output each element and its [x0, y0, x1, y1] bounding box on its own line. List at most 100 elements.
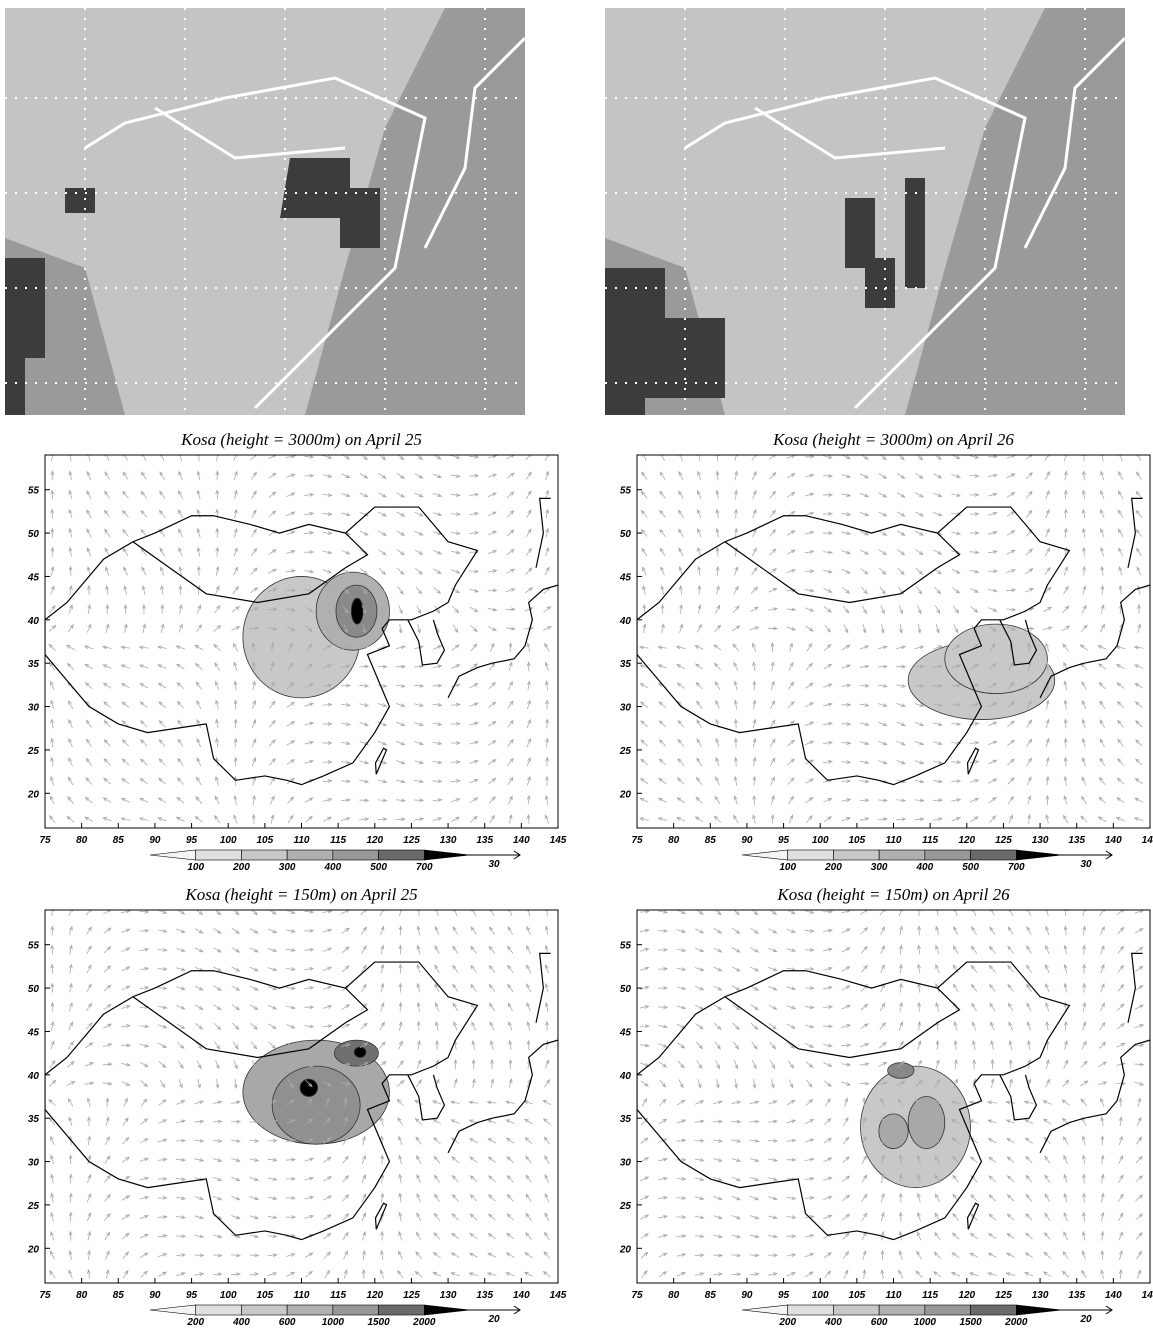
y-tick-label: 35: [28, 659, 40, 670]
colorbar-label: 1000: [914, 1317, 937, 1328]
colorbar-cell: [742, 1305, 788, 1315]
x-tick-label: 75: [631, 1290, 643, 1301]
y-tick-label: 30: [28, 703, 40, 714]
x-tick-label: 75: [39, 1290, 51, 1301]
colorbar-cell: [241, 850, 287, 860]
x-tick-label: 80: [668, 1290, 680, 1301]
panel-title: Kosa (height = 150m) on April 25: [184, 885, 417, 904]
y-tick-label: 25: [27, 1201, 40, 1212]
x-tick-label: 95: [778, 1290, 790, 1301]
y-tick-label: 25: [27, 746, 40, 757]
y-tick-label: 50: [620, 984, 632, 995]
x-tick-label: 140: [1105, 1290, 1122, 1301]
colorbar-cell: [1016, 850, 1062, 860]
vector-scale-arrow: [1058, 1306, 1112, 1314]
y-tick-label: 50: [28, 984, 40, 995]
colorbar-cell: [241, 1305, 287, 1315]
x-tick-label: 85: [113, 1290, 125, 1301]
vector-scale-label: 20: [1079, 1314, 1092, 1325]
y-tick-label: 40: [619, 1071, 632, 1082]
x-tick-label: 130: [440, 835, 457, 846]
concentration-contour: [354, 1047, 366, 1057]
map-area: [45, 907, 558, 1279]
x-tick-label: 145: [1142, 1290, 1153, 1301]
x-tick-label: 135: [476, 835, 493, 846]
x-tick-label: 125: [995, 1290, 1012, 1301]
colorbar-label: 400: [324, 862, 342, 873]
colorbar-label: 300: [279, 862, 296, 873]
vector-scale-label: 30: [1080, 859, 1092, 870]
satellite-image: [5, 8, 525, 415]
y-tick-label: 45: [619, 1027, 632, 1038]
colorbar-label: 500: [370, 862, 387, 873]
map-frame: [637, 455, 1150, 828]
colorbar-cell: [1016, 1305, 1062, 1315]
concentration-contour: [300, 1079, 318, 1096]
y-tick-label: 45: [619, 572, 632, 583]
y-tick-label: 50: [28, 529, 40, 540]
x-tick-label: 115: [922, 1290, 938, 1301]
y-tick-label: 40: [619, 616, 632, 627]
colorbar-label: 600: [871, 1317, 888, 1328]
colorbar-label: 600: [279, 1317, 296, 1328]
y-tick-label: 30: [620, 703, 632, 714]
x-tick-label: 75: [39, 835, 51, 846]
x-tick-label: 135: [476, 1290, 493, 1301]
y-tick-label: 30: [28, 1158, 40, 1169]
x-tick-label: 85: [113, 835, 125, 846]
colorbar-label: 200: [778, 1317, 796, 1328]
x-tick-label: 100: [812, 835, 829, 846]
coastline: [637, 498, 1150, 784]
map-area: [45, 452, 558, 824]
x-tick-label: 100: [220, 835, 237, 846]
figure: Kosa (height = 3000m) on April 25 75 80 85 9…: [0, 0, 1153, 1331]
colorbar-cell: [287, 850, 333, 860]
x-tick-label: 100: [220, 1290, 237, 1301]
x-tick-label: 115: [330, 1290, 346, 1301]
colorbar-cell: [379, 850, 425, 860]
map-area: [637, 452, 1150, 824]
page: Kosa (height = 3000m) on April 25 75 80 85 9…: [0, 0, 1153, 1331]
y-tick-label: 20: [619, 1244, 632, 1255]
colorbar-cell: [424, 850, 470, 860]
colorbar-label: 100: [187, 862, 204, 873]
x-tick-label: 90: [149, 835, 161, 846]
x-tick-label: 120: [958, 835, 975, 846]
x-tick-label: 125: [403, 1290, 420, 1301]
colorbar-label: 700: [416, 862, 433, 873]
x-tick-label: 140: [1105, 835, 1122, 846]
y-tick-label: 20: [27, 1244, 40, 1255]
x-tick-label: 135: [1068, 835, 1085, 846]
colorbar-cell: [833, 850, 879, 860]
y-tick-label: 55: [620, 486, 632, 497]
y-tick-label: 20: [619, 789, 632, 800]
x-tick-label: 95: [186, 835, 198, 846]
colorbar-cell: [788, 1305, 834, 1315]
y-tick-label: 30: [620, 1158, 632, 1169]
wind-vectors: [640, 452, 1144, 824]
colorbar-label: 300: [871, 862, 888, 873]
colorbar-label: 2000: [1004, 1317, 1028, 1328]
colorbar-label: 200: [232, 862, 250, 873]
y-tick-label: 25: [619, 1201, 632, 1212]
colorbar-label: 400: [232, 1317, 250, 1328]
colorbar-label: 200: [824, 862, 842, 873]
colorbar-label: 2000: [412, 1317, 436, 1328]
x-tick-label: 130: [1032, 835, 1049, 846]
x-tick-label: 130: [440, 1290, 457, 1301]
x-tick-label: 120: [366, 1290, 383, 1301]
x-tick-label: 105: [849, 835, 866, 846]
colorbar-cell: [925, 1305, 971, 1315]
x-tick-label: 125: [403, 835, 420, 846]
y-tick-label: 45: [27, 572, 40, 583]
y-tick-label: 40: [27, 616, 40, 627]
colorbar-cell: [879, 1305, 925, 1315]
y-tick-label: 55: [620, 941, 632, 952]
x-tick-label: 110: [886, 1290, 902, 1301]
y-tick-label: 25: [619, 746, 632, 757]
x-tick-label: 135: [1068, 1290, 1085, 1301]
x-tick-label: 145: [1142, 835, 1153, 846]
panel-title: Kosa (height = 3000m) on April 25: [180, 430, 422, 449]
y-tick-label: 35: [620, 659, 632, 670]
x-tick-label: 105: [849, 1290, 866, 1301]
